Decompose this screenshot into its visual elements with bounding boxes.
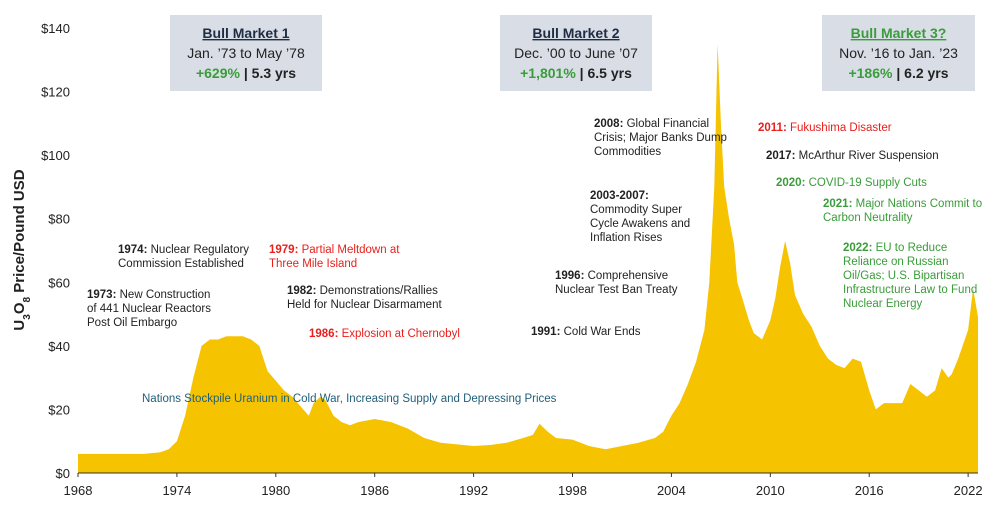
bull-market-box: Bull Market 2 Dec. ’00 to June ’07 +1,801%…	[500, 15, 652, 91]
x-tick-label: 1986	[360, 483, 389, 498]
x-tick-label: 1980	[261, 483, 290, 498]
x-tick-label: 1968	[64, 483, 93, 498]
event-annotation: 1979: Partial Meltdown at Three Mile Isla…	[269, 244, 400, 270]
x-tick-label: 1992	[459, 483, 488, 498]
event-annotation: 2020: COVID-19 Supply Cuts	[776, 177, 927, 189]
y-tick-label: $0	[56, 466, 70, 481]
event-annotation: Nations Stockpile Uranium in Cold War, I…	[142, 393, 557, 405]
y-axis-label: U3O8 Price/Pound USD	[11, 169, 33, 330]
bull-market-box: Bull Market 1 Jan. ’73 to May ’78 +629% | …	[170, 15, 322, 91]
event-annotation: 2008: Global Financial Crisis; Major Bank…	[594, 118, 727, 158]
y-tick-label: $40	[48, 339, 70, 354]
y-axis-ticks: $0 $20 $40 $60 $80 $100 $120 $140	[41, 21, 70, 481]
bull-market-box: Bull Market 3? Nov. ’16 to Jan. ’23 +186% …	[822, 15, 975, 91]
event-annotation: 1996: Comprehensive Nuclear Test Ban Trea…	[555, 270, 678, 296]
price-area-series	[78, 43, 978, 474]
event-annotation: 1991: Cold War Ends	[531, 326, 641, 338]
y-tick-label: $60	[48, 275, 70, 290]
event-annotation: 1974: Nuclear Regulatory Commission Estab…	[118, 244, 249, 270]
plot-area	[78, 43, 978, 474]
event-annotation: 1986: Explosion at Chernobyl	[309, 328, 460, 340]
event-annotations: 1974: Nuclear Regulatory Commission Estab…	[87, 118, 982, 405]
bull-market-performance: +186% | 6.2 yrs	[848, 65, 948, 81]
event-annotation: 1982: Demonstrations/Rallies Held for Nuc…	[287, 285, 442, 311]
x-tick-label: 2004	[657, 483, 686, 498]
x-tick-label: 1974	[162, 483, 191, 498]
bull-market-dates: Dec. ’00 to June ’07	[514, 45, 638, 61]
y-tick-label: $80	[48, 212, 70, 227]
x-tick-label: 2010	[756, 483, 785, 498]
event-annotation: 1973: New Construction of 441 Nuclear Rea…	[87, 289, 211, 329]
bull-market-title: Bull Market 3?	[851, 25, 947, 41]
bull-market-dates: Jan. ’73 to May ’78	[187, 45, 305, 61]
event-annotation: 2022: EU to Reduce Reliance on Russian Oil…	[843, 242, 977, 310]
bull-market-dates: Nov. ’16 to Jan. ’23	[839, 45, 958, 61]
bull-market-boxes: Bull Market 1 Jan. ’73 to May ’78 +629% | …	[170, 15, 975, 91]
y-tick-label: $120	[41, 85, 70, 100]
bull-market-title: Bull Market 2	[532, 25, 619, 41]
x-tick-label: 1998	[558, 483, 587, 498]
x-axis-ticks: 1968 1974 1980 1986 1992 1998 2004 2010 2016 2022	[64, 473, 983, 498]
bull-market-performance: +629% | 5.3 yrs	[196, 65, 296, 81]
event-annotation: 2017: McArthur River Suspension	[766, 150, 939, 162]
bull-market-title: Bull Market 1	[202, 25, 289, 41]
event-annotation: 2011: Fukushima Disaster	[758, 122, 892, 134]
event-annotation: 2021: Major Nations Commit to Carbon Neut…	[823, 198, 982, 224]
y-tick-label: $140	[41, 21, 70, 36]
bull-market-performance: +1,801% | 6.5 yrs	[520, 65, 632, 81]
y-tick-label: $100	[41, 148, 70, 163]
event-annotation: 2003-2007: Commodity Super Cycle Awakens a…	[590, 190, 690, 244]
bull-market-box-bg	[170, 15, 322, 91]
bull-market-box-bg	[822, 15, 975, 91]
x-tick-label: 2022	[954, 483, 983, 498]
y-tick-label: $20	[48, 402, 70, 417]
x-tick-label: 2016	[855, 483, 884, 498]
bull-market-box-bg	[500, 15, 652, 91]
